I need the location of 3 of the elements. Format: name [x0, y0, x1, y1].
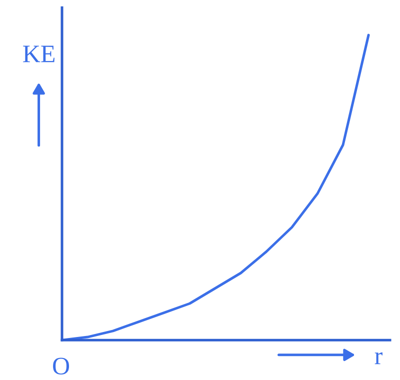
y-axis-title: KE	[23, 46, 54, 62]
x-axis-title: r	[374, 352, 382, 364]
text: O	[53, 358, 70, 375]
